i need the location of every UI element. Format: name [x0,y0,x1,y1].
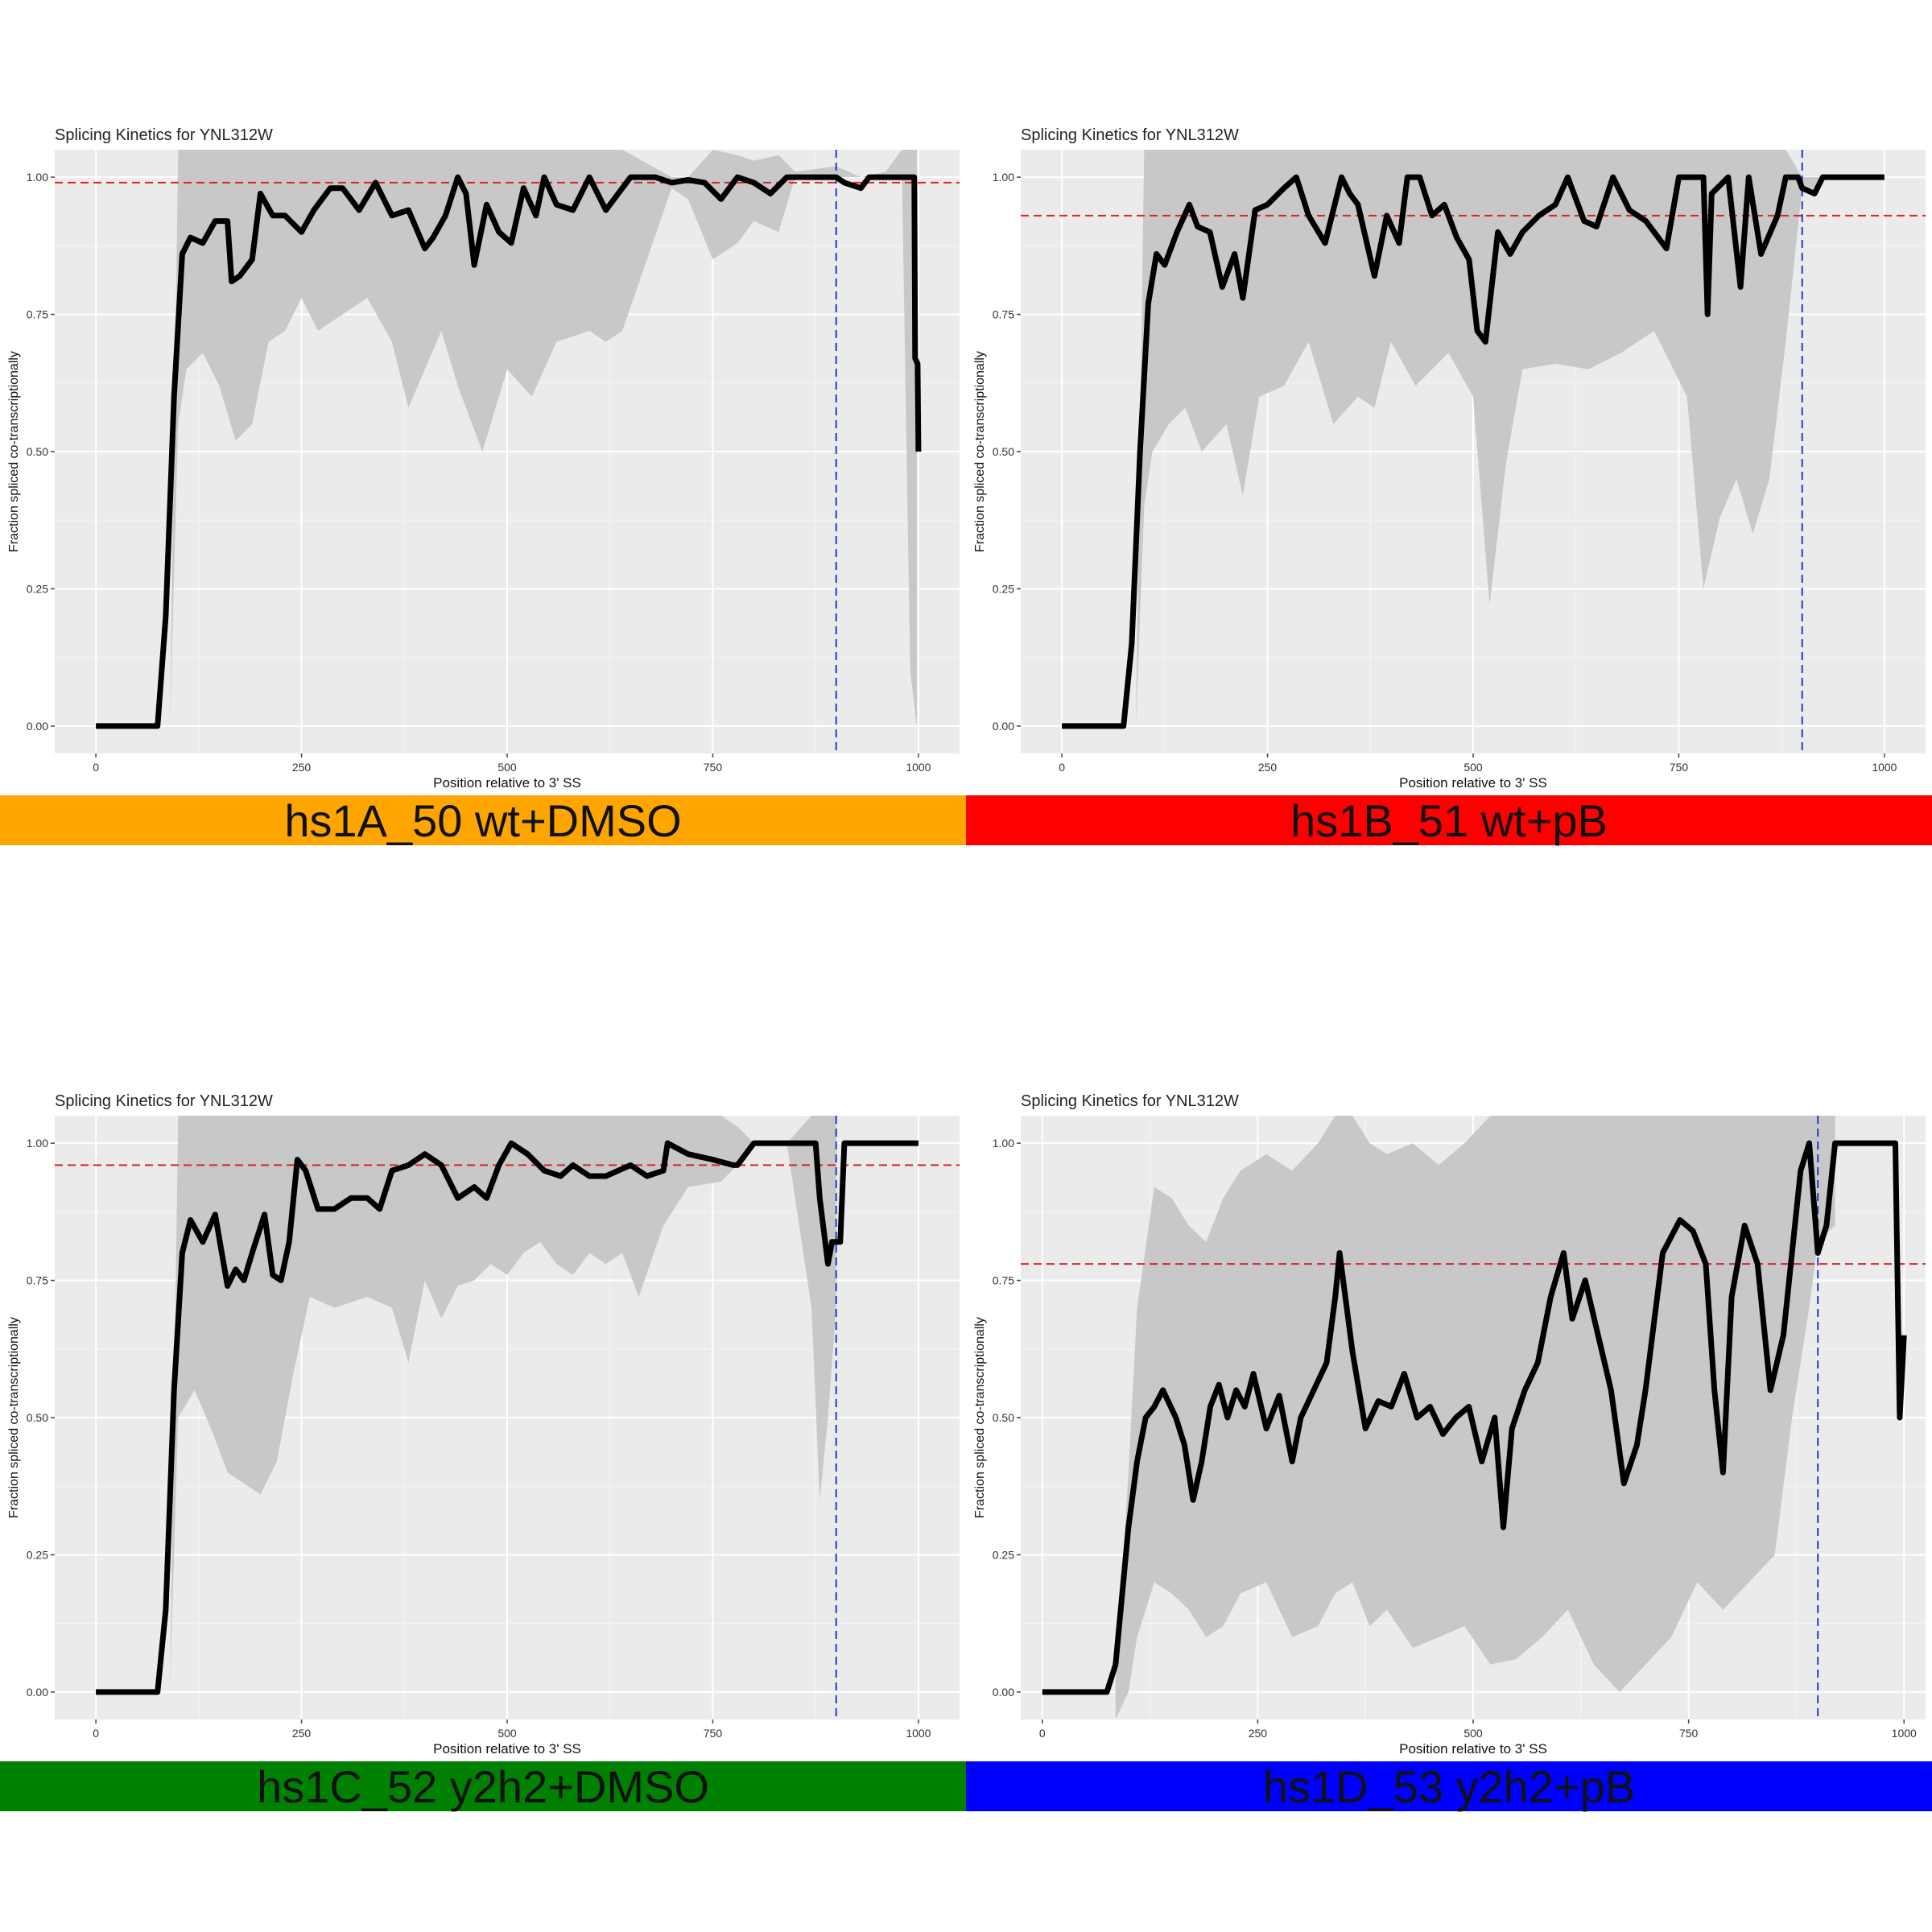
x-tick-label: 1000 [906,761,931,774]
spliced-fraction-line [96,1140,919,1695]
x-tick-label: 500 [1463,1727,1483,1740]
y-tick-label: 0.25 [993,582,1014,595]
y-tick-label: 0.75 [27,308,48,321]
panel-c: Splicing Kinetics for YNL312W 0.00 0.25 0.5… [0,966,966,1932]
y-tick-label: 1.00 [27,1137,48,1150]
x-axis-label: Position relative to 3' SS [433,775,581,791]
y-tick-label: 0.75 [993,1274,1014,1287]
panel-d: Splicing Kinetics for YNL312W 0.00 0.25 0.5… [966,966,1932,1932]
chart-svg: Splicing Kinetics for YNL312W 0.00 0.25 0.5… [973,126,1926,791]
x-tick-label: 1000 [906,1727,931,1740]
x-tick-label: 750 [704,1727,723,1740]
y-axis-label: Fraction spliced co-transcriptionally [973,351,987,552]
chart-title: Splicing Kinetics for YNL312W [55,126,273,144]
plot-marks [1021,150,1926,753]
chart-svg: Splicing Kinetics for YNL312W 0.00 0.25 0.5… [7,126,960,791]
chart-title: Splicing Kinetics for YNL312W [55,1092,273,1110]
y-tick-label: 0.50 [993,445,1014,458]
x-tick-label: 500 [497,761,517,774]
spliced-fraction-line [1062,174,1885,729]
plot-marks [1021,1116,1926,1719]
panel-b: Splicing Kinetics for YNL312W 0.00 0.25 0.5… [966,0,1932,966]
x-tick-label: 250 [292,1727,312,1740]
spliced-fraction-line [96,174,922,729]
y-tick-label: 1.00 [27,171,48,184]
x-tick-label: 500 [497,1727,517,1740]
y-tick-label: 0.50 [27,1411,48,1424]
x-tick-label: 1000 [1892,1727,1917,1740]
y-tick-label: 0.75 [27,1274,48,1287]
y-tick-label: 0.25 [27,582,48,595]
x-tick-label: 500 [1463,761,1483,774]
confidence-band [1115,1116,1835,1719]
x-axis-label: Position relative to 3' SS [433,1741,581,1757]
chart-svg: Splicing Kinetics for YNL312W 0.00 0.25 0.5… [973,1092,1926,1757]
spliced-fraction-line [1042,1140,1907,1695]
x-axis-label: Position relative to 3' SS [1399,1741,1547,1757]
y-axis-label: Fraction spliced co-transcriptionally [7,1317,21,1518]
y-axis-label: Fraction spliced co-transcriptionally [973,1317,987,1518]
x-tick-label: 250 [292,761,312,774]
y-tick-label: 0.50 [993,1411,1014,1424]
y-axis-label: Fraction spliced co-transcriptionally [7,351,21,552]
plot-marks [55,1116,960,1719]
y-tick-label: 0.00 [993,720,1014,733]
y-tick-label: 0.25 [993,1548,1014,1561]
y-tick-label: 0.50 [27,445,48,458]
x-tick-label: 0 [1059,761,1065,774]
x-tick-label: 1000 [1872,761,1897,774]
sample-label-banner: hs1B_51 wt+pB [966,795,1932,846]
y-tick-label: 0.75 [993,308,1014,321]
chart-title: Splicing Kinetics for YNL312W [1021,126,1239,144]
chart-svg: Splicing Kinetics for YNL312W 0.00 0.25 0.5… [7,1092,960,1757]
y-tick-label: 0.25 [27,1548,48,1561]
x-tick-label: 250 [1249,1727,1268,1740]
x-tick-label: 0 [93,1727,99,1740]
sample-label-banner: hs1C_52 y2h2+DMSO [0,1761,966,1812]
x-tick-label: 750 [1679,1727,1699,1740]
y-tick-label: 0.00 [27,1686,48,1699]
y-tick-label: 1.00 [993,1137,1014,1150]
sample-label-banner: hs1D_53 y2h2+pB [966,1761,1932,1812]
plot-marks [55,150,960,753]
confidence-band [170,1116,836,1692]
x-axis-label: Position relative to 3' SS [1399,775,1547,791]
panel-a: Splicing Kinetics for YNL312W 0.00 0.25 0.5… [0,0,966,966]
x-tick-label: 250 [1258,761,1278,774]
chart-title: Splicing Kinetics for YNL312W [1021,1092,1239,1110]
x-tick-label: 750 [1670,761,1689,774]
y-tick-label: 0.00 [27,720,48,733]
x-tick-label: 750 [704,761,723,774]
sample-label-banner: hs1A_50 wt+DMSO [0,795,966,846]
y-tick-label: 1.00 [993,171,1014,184]
confidence-band [1136,150,1819,726]
confidence-band [170,150,917,726]
x-tick-label: 0 [1039,1727,1046,1740]
x-tick-label: 0 [93,761,99,774]
y-tick-label: 0.00 [993,1686,1014,1699]
